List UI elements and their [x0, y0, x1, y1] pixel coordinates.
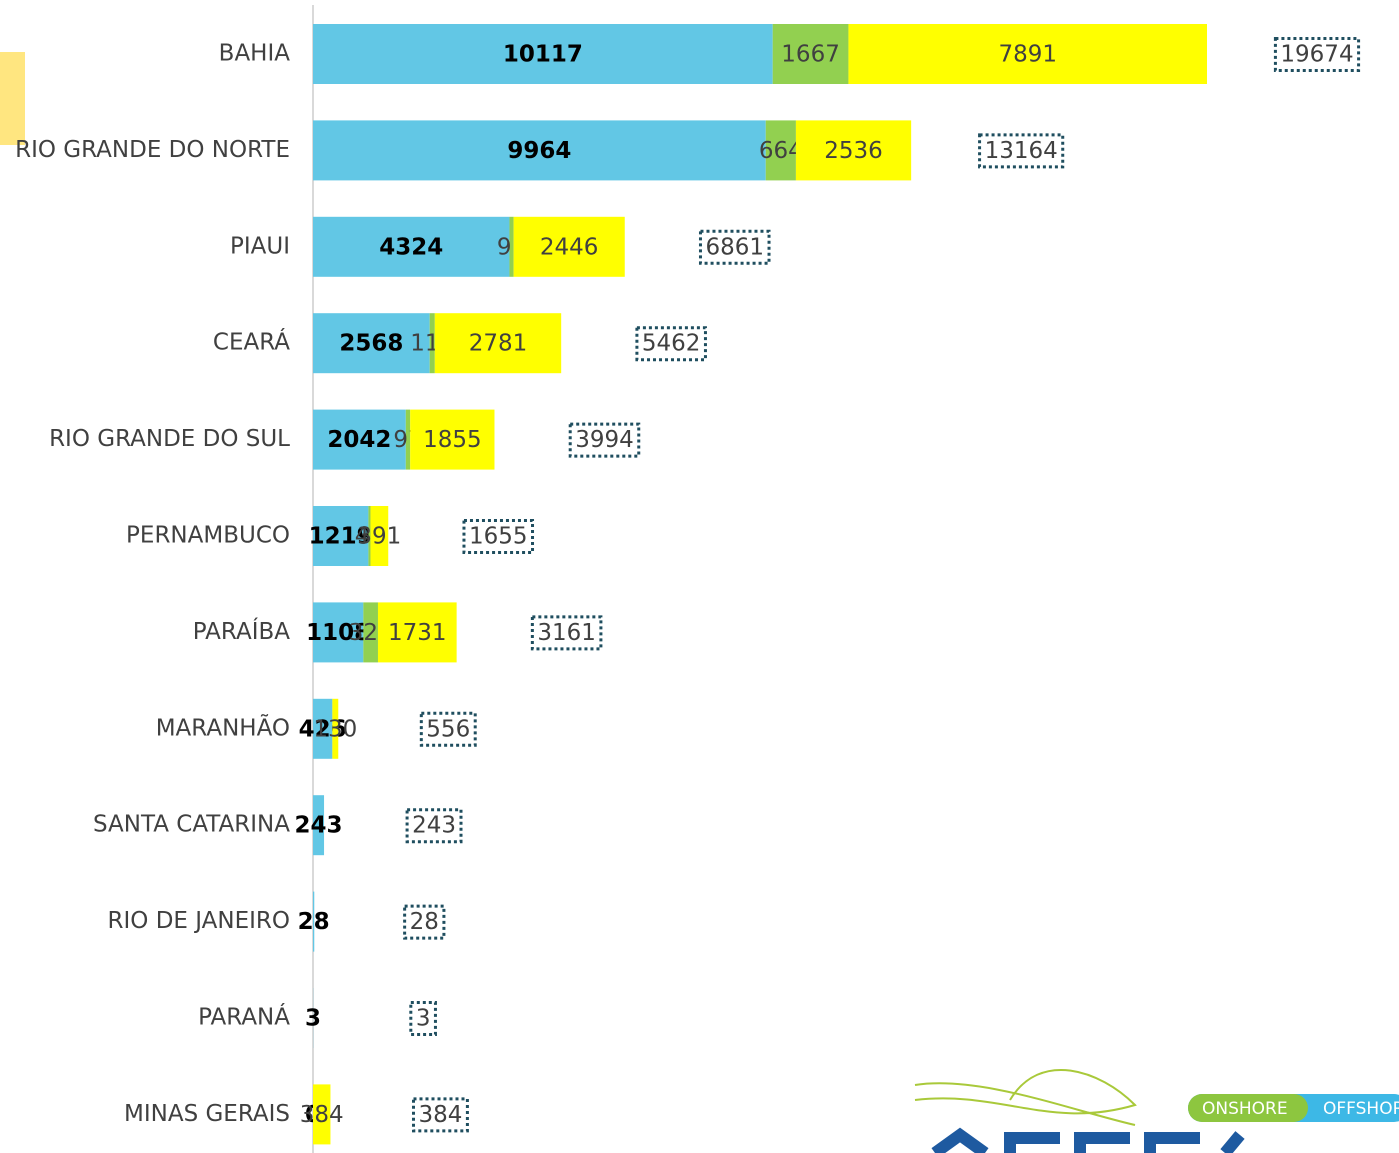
logo: ONSHORE OFFSHORE	[914, 1068, 1399, 1153]
category-label: RIO GRANDE DO SUL	[49, 426, 290, 452]
bar-segment	[313, 506, 369, 566]
value-label: 1667	[781, 42, 840, 68]
bar-segment	[313, 313, 430, 374]
bar-segment	[313, 602, 364, 663]
bar-segment	[410, 409, 495, 470]
total-label: 243	[412, 813, 456, 839]
total-label: 1655	[469, 524, 528, 550]
total-label: 3	[416, 1006, 431, 1032]
total-box	[530, 615, 603, 651]
bar-segment	[313, 216, 510, 277]
legend-fragment	[0, 52, 25, 145]
bar-segment	[513, 216, 625, 277]
bar-segment	[332, 698, 339, 759]
total-box	[698, 229, 771, 265]
bar-segment	[313, 795, 325, 856]
total-label: 28	[410, 909, 439, 935]
value-label: 2536	[824, 138, 883, 164]
logo-tag-bg	[1188, 1094, 1308, 1122]
total-box	[462, 519, 535, 554]
bar-segment	[765, 120, 796, 181]
category-label: SANTA CATARINA	[93, 812, 290, 838]
bar-segment	[795, 120, 912, 181]
value-label: 384	[300, 1102, 344, 1128]
bar-segment	[313, 409, 406, 470]
value-label: 4324	[379, 234, 443, 260]
total-box	[568, 422, 641, 458]
value-label: 2446	[540, 234, 599, 260]
value-label: 1731	[388, 620, 447, 646]
category-label: PERNAMBUCO	[126, 523, 290, 549]
bar-segment	[848, 24, 1207, 84]
category-label: MARANHÃO	[156, 713, 290, 741]
total-label: 6861	[705, 234, 764, 260]
total-label: 3161	[537, 620, 596, 646]
total-box	[411, 1097, 469, 1133]
value-label: 391	[357, 524, 401, 550]
bar-segment	[772, 24, 849, 84]
category-label: RIO DE JANEIRO	[108, 908, 290, 934]
total-box	[635, 326, 707, 362]
category-label: CEARÁ	[213, 328, 290, 356]
bar-segment	[377, 602, 457, 663]
total-label: 19674	[1280, 42, 1353, 68]
logo-swoosh	[914, 1068, 1137, 1126]
logo-tag: ONSHORE	[1202, 1099, 1288, 1119]
logo-letters	[931, 1127, 1245, 1153]
value-label: 7891	[998, 42, 1057, 68]
bar-segment	[313, 120, 766, 181]
bar-segment	[313, 698, 333, 759]
total-label: 13164	[985, 138, 1058, 164]
value-label: 3	[305, 1006, 321, 1032]
bar-segment	[313, 1084, 331, 1145]
total-label: 384	[418, 1102, 462, 1128]
value-label: 2568	[339, 331, 403, 357]
value-label: 2042	[327, 427, 391, 453]
category-label: MINAS GERAIS	[124, 1101, 290, 1127]
value-label: 10117	[503, 42, 583, 68]
total-label: 5462	[642, 331, 701, 357]
value-label: 28	[298, 909, 330, 935]
value-label: 1219	[309, 524, 373, 550]
bar-segment	[434, 313, 562, 374]
total-box	[409, 1001, 437, 1036]
total-box	[978, 133, 1065, 169]
value-label: 243	[295, 813, 343, 839]
value-label: 9964	[507, 138, 571, 164]
total-label: 556	[426, 716, 470, 742]
total-box	[1273, 37, 1361, 72]
total-label: 3994	[575, 427, 634, 453]
category-label: BAHIA	[219, 41, 291, 67]
value-label: 1855	[423, 427, 482, 453]
total-box	[405, 808, 463, 844]
logo-tag: OFFSHORE	[1323, 1099, 1399, 1119]
value-label: 130	[313, 716, 357, 742]
value-label: 1108	[306, 620, 370, 646]
total-box	[419, 711, 477, 747]
bar-segment	[509, 216, 514, 277]
value-label: 2781	[469, 331, 528, 357]
category-label: PARANÁ	[198, 1003, 290, 1031]
category-label: PIAUI	[230, 233, 290, 259]
bar-segment	[368, 506, 371, 566]
value-label: 664	[759, 138, 803, 164]
bar-segment	[313, 24, 773, 84]
bar-segment	[370, 506, 389, 566]
category-label: PARAÍBA	[193, 617, 290, 645]
bar-segment	[405, 409, 411, 470]
bar-segment	[363, 602, 378, 663]
bar-segment	[313, 891, 315, 952]
category-label: RIO GRANDE DO NORTE	[15, 137, 290, 163]
value-label: 426	[299, 716, 347, 742]
bar-segment	[429, 313, 435, 374]
total-box	[403, 904, 446, 940]
